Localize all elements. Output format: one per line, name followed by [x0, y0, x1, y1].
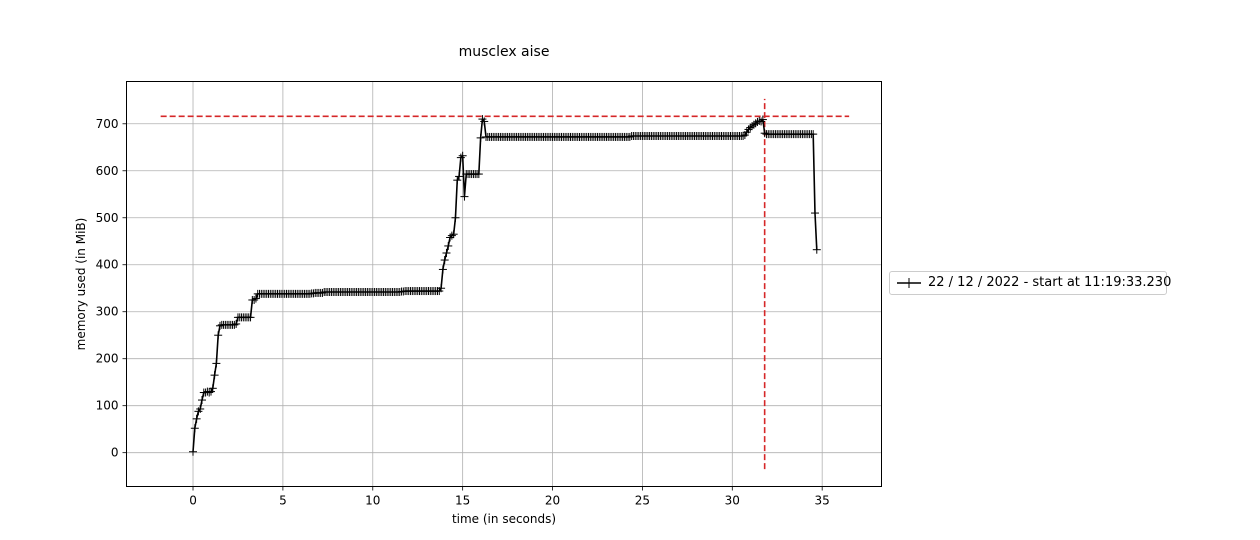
x-tick-label: 30: [725, 494, 740, 508]
data-point: [192, 414, 201, 423]
data-point: [460, 192, 469, 201]
y-axis-label: memory used (in MiB): [74, 218, 88, 351]
data-point: [210, 371, 219, 380]
data-point: [196, 404, 205, 413]
y-tick-label: 100: [96, 399, 119, 413]
y-tick-label: 500: [96, 211, 119, 225]
data-point: [215, 321, 224, 330]
data-point: [456, 153, 465, 162]
data-point: [447, 231, 456, 240]
data-point: [625, 132, 634, 141]
data-point: [476, 133, 485, 142]
data-point: [480, 117, 489, 126]
data-point: [190, 424, 199, 433]
x-tick-label: 10: [365, 494, 380, 508]
y-tick-label: 0: [111, 446, 119, 460]
data-point: [458, 151, 467, 160]
x-axis-label: time (in seconds): [452, 512, 556, 526]
y-tick-label: 600: [96, 164, 119, 178]
data-point: [810, 209, 819, 218]
y-tick-label: 300: [96, 305, 119, 319]
x-tick-label: 20: [545, 494, 560, 508]
data-point: [214, 331, 223, 340]
data-point: [230, 320, 239, 329]
x-tick-label: 5: [279, 494, 287, 508]
data-point: [251, 294, 260, 303]
data-point: [758, 115, 767, 124]
data-point: [757, 117, 766, 126]
series-line: [192, 118, 818, 452]
data-point: [440, 256, 449, 265]
data-point: [455, 172, 464, 181]
x-tick-label: 15: [455, 494, 470, 508]
data-point: [246, 313, 255, 322]
chart-title: musclex aise: [459, 44, 550, 60]
reference-lines: [160, 98, 850, 470]
data-point: [318, 288, 327, 297]
data-point: [444, 241, 453, 250]
data-point: [205, 388, 214, 397]
data-point: [212, 359, 221, 368]
data-point: [208, 384, 217, 393]
data-point: [744, 125, 753, 134]
data-point: [442, 248, 451, 257]
y-tick-label: 200: [96, 352, 119, 366]
data-point: [232, 319, 241, 328]
data-point: [250, 295, 259, 304]
data-point: [438, 265, 447, 274]
data-point: [739, 132, 748, 141]
grid-lines: [126, 81, 882, 487]
data-point: [451, 213, 460, 222]
legend-entry-label: 22 / 12 / 2022 - start at 11:19:33.230: [928, 275, 1172, 290]
data-point: [809, 130, 818, 139]
x-tick-label: 35: [815, 494, 830, 508]
data-point: [446, 233, 455, 242]
data-point: [437, 284, 446, 293]
series-layer: [189, 115, 821, 456]
data-point: [474, 170, 483, 179]
data-point: [812, 245, 821, 254]
data-point: [449, 230, 458, 239]
legend: 22 / 12 / 2022 - start at 11:19:33.230: [889, 271, 1171, 295]
data-point: [198, 396, 206, 405]
legend-swatch: [897, 278, 921, 288]
x-tick-label: 25: [635, 494, 650, 508]
axis-ticks: 0 5 10 15 20 25 30 35 0 100 200 300 400 500 600 700: [96, 117, 830, 508]
data-point: [760, 129, 769, 138]
data-point: [189, 447, 198, 456]
y-tick-label: 400: [96, 258, 119, 272]
y-tick-label: 700: [96, 117, 119, 131]
x-tick-label: 0: [189, 494, 197, 508]
data-point: [453, 176, 462, 185]
plot-frame: [126, 81, 882, 487]
data-point: [206, 387, 215, 396]
